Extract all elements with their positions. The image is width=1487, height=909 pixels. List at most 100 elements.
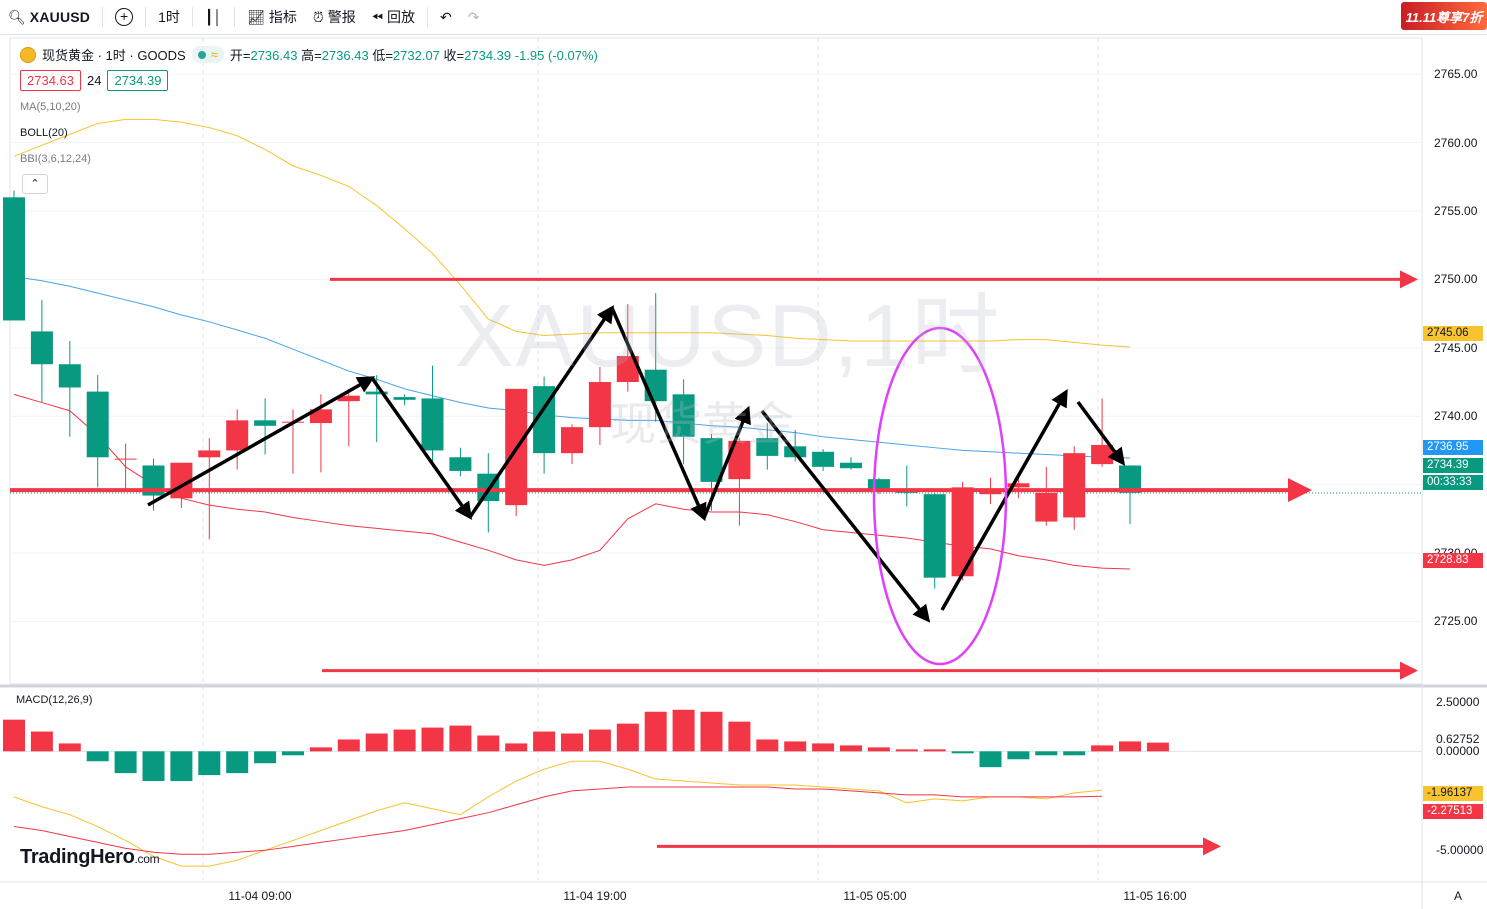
macd-histogram-bar — [1063, 751, 1086, 756]
replay-button[interactable]: ⏪︎ 回放 — [364, 0, 423, 34]
ma-line — [13, 276, 1131, 459]
macd-tick-label: 0.62752 — [1436, 731, 1480, 746]
search-icon: 🔍︎ — [8, 8, 26, 25]
spread-value: 24 — [87, 73, 102, 88]
price-tick-label: 2745.00 — [1434, 340, 1478, 355]
candle-body — [672, 394, 695, 437]
indicators-button[interactable]: 📈︎ 指标 — [239, 0, 305, 34]
ask-button[interactable]: 2734.39 — [107, 70, 169, 91]
macd-histogram-bar — [895, 749, 918, 752]
macd-histogram-bar — [840, 745, 862, 752]
candle-body — [86, 391, 109, 458]
chart-type-button[interactable]: ┃│ — [197, 0, 230, 34]
high-label: 高= — [301, 48, 322, 63]
low-label: 低= — [372, 48, 393, 63]
candle-body — [309, 409, 332, 424]
macd-histogram-bar — [309, 747, 332, 752]
last-price-tag: 2734.39 — [1423, 458, 1483, 473]
price-tick-label: 2760.00 — [1434, 135, 1478, 150]
macd-histogram-bar — [644, 711, 667, 752]
close-value: 2734.39 — [464, 48, 512, 63]
add-circle-icon: + — [115, 8, 134, 26]
macd-histogram-bar — [282, 751, 304, 756]
redo-button[interactable]: ↷ — [460, 0, 488, 34]
compare-button[interactable]: + — [107, 0, 141, 34]
chevron-up-icon: ⌃ — [30, 178, 40, 190]
candle-body — [421, 398, 444, 451]
macd-histogram-bar — [1091, 745, 1114, 752]
alarm-clock-icon: ⏰︎ — [312, 8, 324, 25]
macd-histogram-bar — [867, 747, 890, 752]
bid-button[interactable]: 2734.63 — [20, 70, 81, 91]
market-open-dot-icon — [197, 50, 206, 59]
indicator-boll[interactable]: BOLL(20) — [20, 127, 68, 139]
trend-arrow — [610, 307, 707, 522]
promo-banner[interactable]: 11.11尊享7折 — [1401, 2, 1487, 30]
trend-arrow — [147, 376, 376, 507]
macd-histogram-bar — [1146, 742, 1169, 752]
macd-histogram-bar — [477, 735, 500, 752]
candle-body — [1007, 483, 1030, 488]
macd-tick-label: 2.50000 — [1436, 694, 1480, 709]
candle-body — [30, 331, 53, 365]
indicator-ma[interactable]: MA(5,10,20) — [20, 101, 81, 113]
candle-body — [895, 491, 918, 493]
indicator-bbi[interactable]: BBI(3,6,12,24) — [20, 153, 91, 165]
macd-histogram-bar — [672, 709, 695, 752]
candle-body — [3, 197, 25, 321]
macd-histogram-bar — [421, 727, 444, 752]
interval-button[interactable]: 1时 — [150, 0, 188, 34]
macd-histogram-bar — [86, 751, 109, 762]
undo-button[interactable]: ↶ — [432, 0, 460, 34]
candle-body — [337, 395, 360, 402]
macd-histogram-bar — [170, 751, 193, 782]
macd-histogram-bar — [700, 711, 723, 752]
collapse-legend-button[interactable]: ⌃ — [22, 174, 48, 194]
indicator-macd[interactable]: MACD(12,26,9) — [16, 694, 93, 706]
candle-body — [840, 462, 862, 469]
price-tick-label: 2740.00 — [1434, 409, 1478, 424]
symbol-label: XAUUSD — [29, 9, 91, 25]
macd-histogram-bar — [1007, 751, 1030, 760]
candles-icon: ┃│ — [204, 8, 223, 25]
symbol-search-button[interactable]: 🔍︎ XAUUSD — [0, 0, 98, 34]
trend-arrow — [760, 409, 931, 623]
boll-upper-line — [13, 118, 1131, 348]
macd-histogram-bar — [254, 751, 277, 764]
gold-coin-icon — [20, 46, 36, 63]
time-tick-label: 11-04 19:00 — [563, 889, 627, 903]
candle-body — [561, 427, 583, 454]
change-value: -1.95 (-0.07%) — [514, 48, 598, 63]
trend-arrow — [940, 388, 1068, 611]
redo-icon: ↷ — [467, 8, 480, 25]
macd-histogram-bar — [449, 725, 472, 752]
market-status[interactable]: ≈ — [191, 46, 224, 63]
macd-tick-label: 0.00000 — [1436, 744, 1480, 759]
time-tick-label: 11-05 16:00 — [1123, 889, 1187, 903]
trend-arrow — [1076, 400, 1126, 466]
macd-histogram-bar — [561, 733, 583, 752]
candle-body — [254, 420, 277, 426]
macd-histogram-bar — [337, 739, 360, 752]
price-tick-label: 2755.00 — [1434, 204, 1478, 218]
toolbar-divider — [145, 7, 147, 27]
trend-arrow — [468, 305, 614, 518]
macd-histogram-bar — [923, 749, 946, 752]
macd-histogram-bar — [588, 729, 611, 752]
candle-body — [700, 438, 723, 482]
market-wave-icon: ≈ — [210, 47, 218, 62]
top-toolbar: 🔍︎ XAUUSD + 1时 ┃│ 📈︎ 指标 ⏰︎ 警报 ⏪︎ 回放 ↶ ↷ … — [0, 0, 1487, 35]
promo-label: 11.11尊享7折 — [1405, 9, 1483, 25]
legend-title: 现货黄金 · 1时 · GOODS — [42, 48, 186, 63]
dea-tag: -2.27513 — [1423, 804, 1483, 819]
price-tick-label: 2725.00 — [1434, 614, 1478, 629]
macd-histogram-bar — [505, 743, 528, 752]
rewind-icon: ⏪︎ — [371, 8, 383, 25]
alerts-button[interactable]: ⏰︎ 警报 — [305, 0, 364, 34]
toolbar-divider — [427, 7, 428, 27]
macd-histogram-bar — [812, 743, 835, 752]
auto-scale-button[interactable]: A — [1453, 889, 1462, 903]
high-value: 2736.43 — [321, 48, 369, 63]
time-tick-label: 11-05 05:00 — [843, 889, 907, 903]
